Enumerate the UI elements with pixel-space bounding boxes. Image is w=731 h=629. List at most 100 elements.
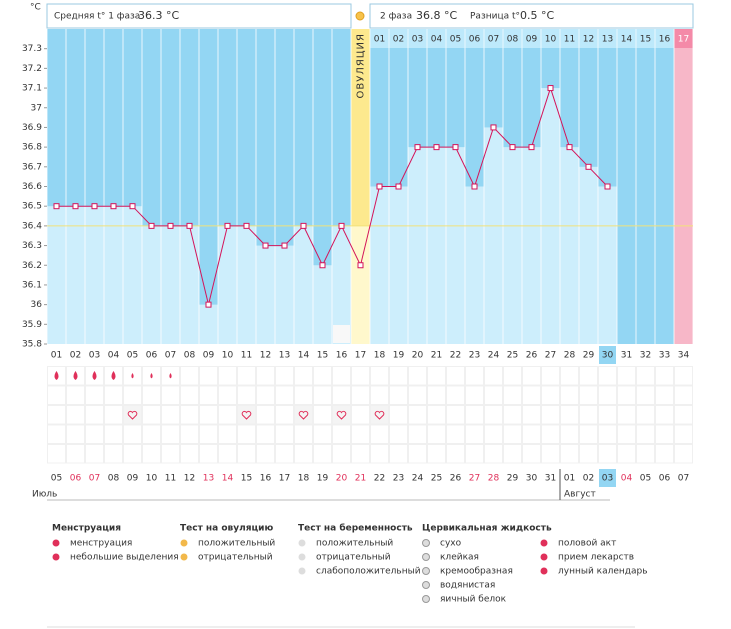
icon-cell bbox=[389, 366, 408, 386]
temperature-marker bbox=[205, 301, 212, 308]
bar bbox=[560, 147, 579, 344]
heart-icon bbox=[241, 410, 252, 420]
icon-cell bbox=[275, 424, 294, 444]
phase2-cell bbox=[598, 29, 617, 48]
temperature-marker bbox=[224, 222, 231, 229]
x-tick-label: 31 bbox=[621, 351, 632, 361]
temperature-marker bbox=[528, 144, 535, 151]
heart-icon bbox=[374, 410, 385, 420]
icon-cell bbox=[332, 424, 351, 444]
legend-icon bbox=[422, 595, 430, 603]
bar bbox=[484, 127, 503, 344]
temperature-marker bbox=[129, 203, 136, 210]
date-label: 04 bbox=[621, 474, 633, 484]
month-label: Июль bbox=[32, 490, 57, 500]
icon-cell bbox=[351, 405, 370, 425]
heart-icon bbox=[127, 410, 138, 420]
bar bbox=[446, 147, 465, 344]
phase2-day: 04 bbox=[431, 35, 443, 45]
icon-cell bbox=[123, 385, 142, 405]
x-tick-label: 15 bbox=[317, 351, 328, 361]
icon-cell bbox=[275, 385, 294, 405]
icon-cell bbox=[636, 424, 655, 444]
y-tick-label: 37.1 bbox=[22, 84, 42, 94]
icon-cell bbox=[427, 444, 446, 464]
date-label: 18 bbox=[298, 474, 310, 484]
phase2-cell bbox=[503, 29, 522, 48]
icon-cell bbox=[218, 385, 237, 405]
date-label: 05 bbox=[51, 474, 62, 484]
x-tick-label: 13 bbox=[279, 351, 290, 361]
icon-cell bbox=[199, 366, 218, 386]
diff-value: 0.5 °C bbox=[520, 9, 554, 22]
temperature-marker bbox=[148, 222, 155, 229]
x-tick-label: 16 bbox=[336, 351, 348, 361]
heart-cell bbox=[295, 406, 312, 424]
icon-cell bbox=[560, 385, 579, 405]
x-tick-label: 18 bbox=[374, 351, 386, 361]
icon-cell bbox=[66, 405, 85, 425]
x-tick-label: 22 bbox=[450, 351, 461, 361]
phase2-cell bbox=[636, 29, 655, 48]
phase2-day: 16 bbox=[659, 35, 671, 45]
icon-cell bbox=[256, 424, 275, 444]
icon-cell bbox=[541, 405, 560, 425]
temperature-marker bbox=[433, 144, 440, 151]
date-label: 01 bbox=[564, 474, 575, 484]
legend-icon bbox=[298, 567, 306, 575]
temperature-marker bbox=[186, 222, 193, 229]
icon-cell bbox=[674, 385, 693, 405]
icon-cell bbox=[180, 424, 199, 444]
phase1-value: 36.3 °C bbox=[138, 9, 179, 22]
legend-item: сухо bbox=[440, 539, 462, 549]
icon-cell bbox=[218, 405, 237, 425]
icon-cell bbox=[142, 424, 161, 444]
legend-icon bbox=[422, 581, 430, 589]
ovulation-icon bbox=[355, 11, 365, 21]
menstruation-icon bbox=[131, 373, 134, 379]
icon-cell bbox=[522, 424, 541, 444]
icon-cell bbox=[313, 444, 332, 464]
icon-cell bbox=[541, 366, 560, 386]
x-tick-label: 24 bbox=[488, 351, 500, 361]
icon-cell bbox=[636, 366, 655, 386]
y-tick-label: 36.4 bbox=[22, 221, 42, 231]
icon-cell bbox=[617, 405, 636, 425]
legend-title: Цервикальная жидкость bbox=[422, 524, 552, 534]
phase2-day: 02 bbox=[393, 35, 404, 45]
date-label: 07 bbox=[89, 474, 100, 484]
icon-cell bbox=[275, 366, 294, 386]
icon-cell bbox=[123, 444, 142, 464]
icon-cell bbox=[598, 424, 617, 444]
icon-cell bbox=[47, 444, 66, 464]
icon-cell bbox=[560, 444, 579, 464]
temperature-marker bbox=[91, 203, 98, 210]
bar bbox=[123, 206, 142, 344]
legend-item: кремообразная bbox=[440, 567, 513, 577]
icon-cell bbox=[275, 444, 294, 464]
bar bbox=[237, 225, 256, 344]
heart-icon bbox=[298, 410, 309, 420]
bar bbox=[351, 265, 370, 344]
icon-cell bbox=[218, 424, 237, 444]
icon-cell bbox=[560, 424, 579, 444]
icon-cell bbox=[503, 424, 522, 444]
legend-icon bbox=[180, 553, 188, 561]
icon-cell bbox=[617, 424, 636, 444]
temperature-marker bbox=[414, 144, 421, 151]
icon-cell bbox=[218, 366, 237, 386]
date-label: 31 bbox=[545, 474, 556, 484]
legend-item: отрицательный bbox=[198, 553, 273, 563]
icon-cell bbox=[294, 424, 313, 444]
icon-cell bbox=[598, 385, 617, 405]
icon-cell bbox=[389, 405, 408, 425]
icon-cell bbox=[389, 385, 408, 405]
icon-cell bbox=[446, 405, 465, 425]
x-tick-label: 12 bbox=[260, 351, 271, 361]
y-tick-label: 36 bbox=[31, 300, 43, 310]
icon-cell bbox=[655, 366, 674, 386]
legend-icon bbox=[540, 539, 548, 547]
date-label: 08 bbox=[108, 474, 120, 484]
temperature-marker bbox=[243, 222, 250, 229]
icon-cell bbox=[218, 444, 237, 464]
